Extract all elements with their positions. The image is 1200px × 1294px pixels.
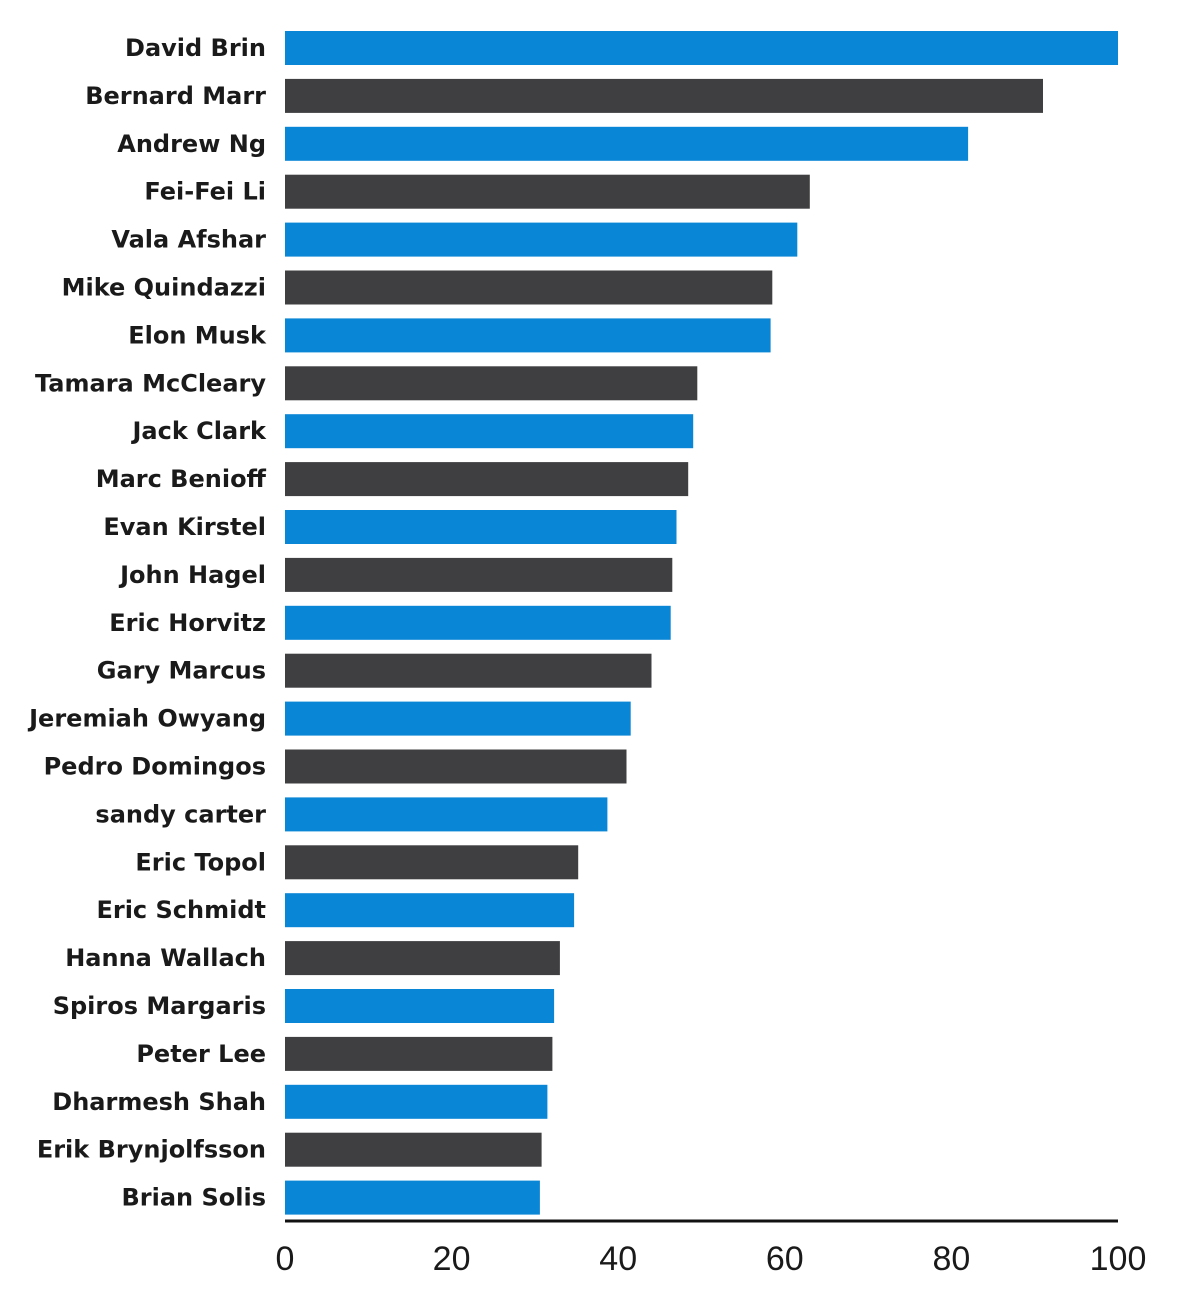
x-tick-labels: 0 20 40 60 80 100	[276, 1240, 1147, 1278]
category-label: Eric Topol	[135, 848, 266, 876]
category-label: Brian Solis	[121, 1184, 266, 1212]
category-label: Andrew Ng	[117, 130, 266, 158]
bar-erik-brynjolfsson	[285, 1132, 542, 1167]
bar-tamara-mccleary	[285, 366, 698, 401]
category-label: Mike Quindazzi	[62, 274, 266, 302]
category-label: Eric Horvitz	[109, 609, 266, 637]
category-label: Tamara McCleary	[35, 369, 266, 397]
bar-fei-fei-li	[285, 174, 810, 209]
bar-pedro-domingos	[285, 749, 627, 784]
category-label: Jeremiah Owyang	[27, 705, 266, 733]
category-label: David Brin	[125, 34, 266, 62]
bar-dharmesh-shah	[285, 1084, 548, 1119]
category-label: Dharmesh Shah	[52, 1088, 266, 1116]
bar-david-brin	[285, 31, 1118, 65]
bar-hanna-wallach	[285, 941, 560, 976]
x-tick-label: 20	[433, 1240, 471, 1278]
bar-andrew-ng	[285, 126, 969, 161]
bar-elon-musk	[285, 318, 771, 353]
bar-eric-schmidt	[285, 893, 575, 928]
bar-spiros-margaris	[285, 989, 555, 1023]
bar-mike-quindazzi	[285, 270, 773, 305]
category-label: Peter Lee	[136, 1040, 266, 1068]
bar-evan-kirstel	[285, 510, 677, 544]
bars-group	[285, 31, 1118, 1215]
bar-john-hagel	[285, 557, 673, 592]
category-label: Eric Schmidt	[96, 896, 266, 924]
category-label: Marc Benioff	[96, 465, 267, 493]
category-label: Fei-Fei Li	[144, 178, 266, 206]
bar-gary-marcus	[285, 653, 652, 688]
bar-sandy-carter	[285, 797, 608, 832]
category-label: Gary Marcus	[97, 657, 266, 685]
bar-marc-benioff	[285, 462, 689, 497]
category-label: Bernard Marr	[85, 82, 266, 110]
category-label: Erik Brynjolfsson	[37, 1136, 266, 1164]
bar-brian-solis	[285, 1180, 540, 1215]
x-tick-label: 40	[599, 1240, 637, 1278]
category-label: sandy carter	[95, 800, 266, 828]
bar-peter-lee	[285, 1036, 553, 1071]
x-tick-label: 100	[1090, 1240, 1147, 1278]
category-label: Elon Musk	[128, 321, 267, 349]
bar-eric-horvitz	[285, 605, 671, 640]
category-labels: David Brin Bernard Marr Andrew Ng Fei-Fei L…	[27, 34, 267, 1212]
bar-jeremiah-owyang	[285, 701, 631, 736]
bar-jack-clark	[285, 414, 694, 449]
x-tick-label: 80	[932, 1240, 970, 1278]
bar-eric-topol	[285, 845, 579, 880]
category-label: Jack Clark	[131, 417, 268, 445]
category-label: Evan Kirstel	[103, 513, 266, 541]
x-tick-label: 60	[766, 1240, 804, 1278]
bar-bernard-marr	[285, 78, 1043, 113]
category-label: Pedro Domingos	[44, 753, 266, 781]
category-label: Spiros Margaris	[53, 992, 266, 1020]
category-label: Vala Afshar	[111, 226, 266, 254]
bar-vala-afshar	[285, 222, 798, 257]
category-label: Hanna Wallach	[65, 944, 266, 972]
category-label: John Hagel	[118, 561, 266, 589]
x-tick-label: 0	[276, 1240, 295, 1278]
